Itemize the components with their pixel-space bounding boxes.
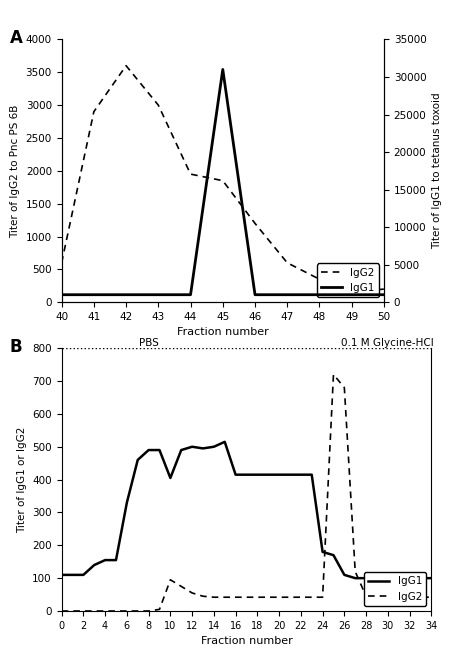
X-axis label: Fraction number: Fraction number: [177, 327, 269, 338]
Legend: IgG1, IgG2: IgG1, IgG2: [364, 572, 426, 606]
Text: 0.1 M Glycine-HCl: 0.1 M Glycine-HCl: [341, 338, 434, 348]
Text: PBS: PBS: [139, 338, 158, 348]
Y-axis label: Titer of IgG1 or IgG2: Titer of IgG1 or IgG2: [17, 426, 27, 533]
Legend: IgG2, IgG1: IgG2, IgG1: [317, 263, 379, 297]
Text: A: A: [10, 29, 23, 47]
X-axis label: Fraction number: Fraction number: [201, 636, 292, 646]
Y-axis label: Titer of IgG1 to tetanus toxoid: Titer of IgG1 to tetanus toxoid: [432, 93, 442, 249]
Text: B: B: [10, 338, 22, 355]
Y-axis label: Titer of IgG2 to Pnc PS 6B: Titer of IgG2 to Pnc PS 6B: [10, 104, 20, 238]
